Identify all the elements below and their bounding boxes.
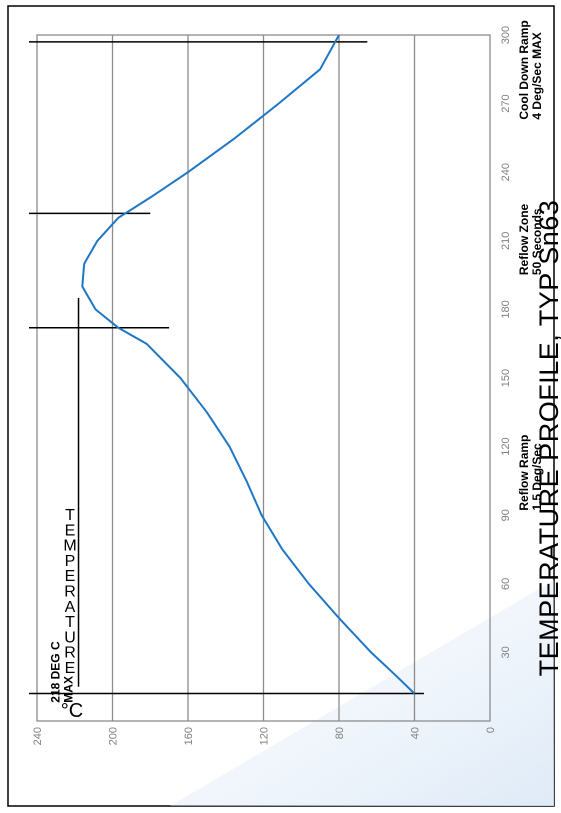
x-tick-label: 270 xyxy=(500,94,512,112)
x-tick-label: 300 xyxy=(500,26,512,44)
y-tick-label: 160 xyxy=(183,727,195,745)
chart-title: TEMPERATURE PROFILE, TYP Sn63 xyxy=(534,200,561,677)
annotation-text: 1.5 Deg/Sec xyxy=(530,443,544,511)
y-label-letter: R xyxy=(64,645,76,662)
y-tick-label: 0 xyxy=(485,727,497,733)
y-tick-label: 120 xyxy=(259,727,271,745)
y-tick-label: 240 xyxy=(32,727,44,745)
annotation-text: 4 Deg/Sec MAX xyxy=(530,32,544,119)
x-tick-label: 30 xyxy=(500,646,512,658)
annotation-text: MAX xyxy=(62,676,76,703)
x-tick-label: 60 xyxy=(500,578,512,590)
x-tick-label: 120 xyxy=(500,437,512,455)
y-tick-label: 200 xyxy=(108,727,120,745)
y-label-letter: M xyxy=(63,538,76,555)
x-tick-label: 180 xyxy=(500,300,512,318)
y-tick-label: 40 xyxy=(410,727,422,739)
x-tick-label: 240 xyxy=(500,163,512,181)
annotation-text: Reflow Zone xyxy=(517,203,531,275)
annotation-text: Reflow Ramp xyxy=(517,435,531,511)
y-label-letter: T xyxy=(65,507,75,524)
x-tick-label: 150 xyxy=(500,369,512,387)
y-label-letter: E xyxy=(65,522,76,539)
y-label-letter: E xyxy=(65,568,76,585)
annotation-text: 218 DEG C xyxy=(49,641,63,703)
temperature-curve xyxy=(81,34,416,695)
y-unit-label: °C xyxy=(61,700,83,722)
annotation-text: Cool Down Ramp xyxy=(517,20,531,119)
annotation-text: 50 Seconds xyxy=(530,208,544,275)
y-label-letter: A xyxy=(65,599,76,616)
y-label-letter: R xyxy=(64,584,76,601)
y-label-letter: U xyxy=(64,629,76,646)
y-tick-label: 80 xyxy=(334,727,346,739)
y-label-letter: T xyxy=(65,614,75,631)
x-tick-label: 90 xyxy=(500,509,512,521)
x-tick-label: 210 xyxy=(500,232,512,250)
y-label-letter: P xyxy=(65,553,76,570)
y-label-letter: E xyxy=(65,660,76,677)
